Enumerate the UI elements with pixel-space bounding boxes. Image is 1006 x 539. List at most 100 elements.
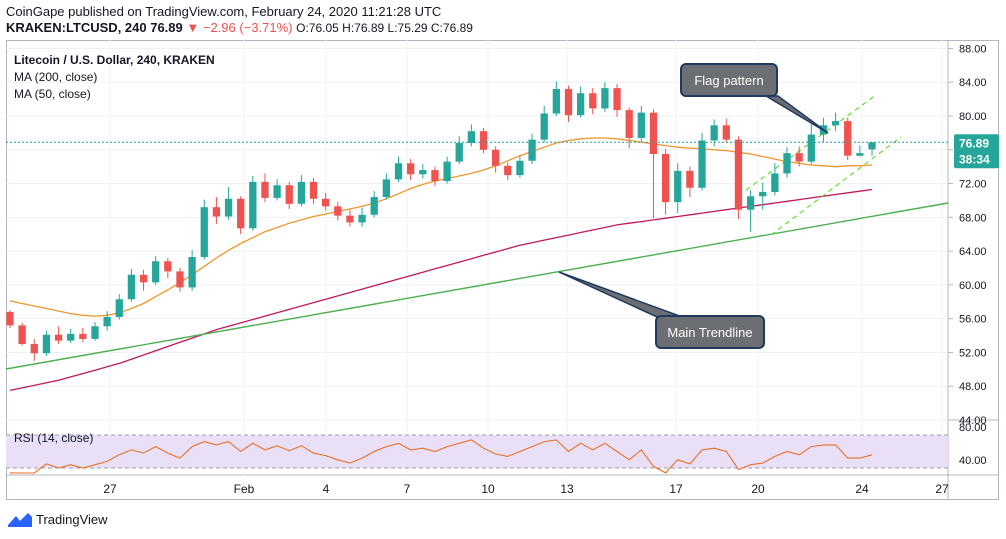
main-trendline bbox=[5, 202, 949, 370]
time-tick-label: 10 bbox=[481, 482, 495, 496]
candle-body bbox=[491, 149, 500, 166]
price-chart-svg[interactable]: 88.0084.0080.0076.0072.0068.0064.0060.00… bbox=[5, 40, 999, 500]
candle-body bbox=[759, 192, 767, 197]
legend-ma50: MA (50, close) bbox=[14, 87, 91, 101]
candle-body bbox=[407, 163, 415, 175]
candle-body bbox=[334, 206, 342, 216]
price-change: ▼ −2.96 (−3.71%) bbox=[186, 20, 293, 35]
candle-body bbox=[625, 110, 633, 138]
candle-body bbox=[564, 88, 573, 116]
candle-body bbox=[637, 112, 645, 138]
candle-body bbox=[115, 299, 123, 317]
candle-body bbox=[164, 261, 172, 272]
candle-body bbox=[443, 161, 451, 182]
candle-body bbox=[54, 334, 63, 341]
rsi-label: RSI (14, close) bbox=[14, 431, 93, 445]
candle-body bbox=[783, 153, 791, 174]
rsi-tick-40: 40.00 bbox=[959, 455, 987, 467]
price-badge-value: 76.89 bbox=[959, 136, 989, 150]
candle-body bbox=[309, 181, 318, 199]
candle-body bbox=[382, 179, 391, 198]
price-tick-label: 56.00 bbox=[959, 314, 987, 326]
time-axis: 27 Feb 4 7 10 13 17 20 24 27 bbox=[103, 482, 949, 496]
time-tick-label: 17 bbox=[669, 482, 683, 496]
candle-body bbox=[856, 153, 864, 156]
candle-body bbox=[431, 170, 439, 182]
candle-body bbox=[613, 88, 621, 111]
candle-body bbox=[237, 198, 245, 229]
moving-averages bbox=[9, 137, 873, 392]
candlestick-series bbox=[6, 81, 876, 361]
candle-body bbox=[831, 121, 840, 126]
candle-body bbox=[297, 181, 306, 204]
time-tick-label: 27 bbox=[103, 482, 117, 496]
tradingview-logo-icon bbox=[8, 512, 32, 527]
publisher-line: CoinGape published on TradingView.com, F… bbox=[6, 4, 442, 19]
candle-body bbox=[455, 143, 463, 162]
rsi-band bbox=[6, 435, 948, 468]
grid-lines bbox=[6, 40, 948, 475]
price-tick-label: 44.00 bbox=[959, 415, 987, 427]
candle-body bbox=[42, 334, 51, 354]
candle-body bbox=[249, 181, 257, 229]
tradingview-brand: TradingView bbox=[36, 512, 108, 527]
candle-body bbox=[285, 185, 293, 204]
candle-body bbox=[152, 261, 160, 283]
candle-body bbox=[710, 125, 718, 141]
price-tick-label: 88.00 bbox=[959, 43, 987, 55]
candle-body bbox=[200, 207, 208, 258]
rsi-series bbox=[9, 439, 873, 474]
chart-header: CoinGape published on TradingView.com, F… bbox=[6, 4, 473, 36]
flag-lower-line bbox=[770, 136, 902, 236]
chart-frame[interactable]: 88.0084.0080.0076.0072.0068.0064.0060.00… bbox=[5, 40, 999, 500]
legend-ma200: MA (200, close) bbox=[14, 70, 97, 84]
candle-body bbox=[734, 139, 743, 210]
candle-body bbox=[6, 311, 14, 326]
candle-body bbox=[273, 185, 281, 198]
candle-body bbox=[139, 274, 148, 283]
candle-body bbox=[649, 112, 658, 154]
tradingview-footer[interactable]: TradingView bbox=[8, 512, 108, 527]
candle-body bbox=[540, 113, 548, 140]
time-tick-label: 4 bbox=[323, 482, 330, 496]
candle-body bbox=[188, 257, 196, 288]
candle-body bbox=[127, 274, 136, 300]
price-tick-label: 72.00 bbox=[959, 179, 987, 191]
chart-border bbox=[6, 40, 999, 500]
main-trendline-annotation: Main Trendline bbox=[558, 271, 765, 349]
candle-body bbox=[661, 154, 670, 203]
trend-annotation-pointer bbox=[558, 271, 697, 323]
ma200-line bbox=[9, 188, 873, 392]
candle-body bbox=[576, 93, 585, 116]
candle-body bbox=[674, 170, 682, 203]
legend-title: Litecoin / U.S. Dollar, 240, KRAKEN bbox=[14, 53, 215, 67]
candle-body bbox=[103, 316, 111, 327]
candle-body bbox=[18, 325, 26, 344]
symbol-price: KRAKEN:LTCUSD, 240 76.89 bbox=[6, 20, 183, 35]
candle-body bbox=[346, 215, 354, 223]
flag-annotation-text: Flag pattern bbox=[694, 73, 763, 88]
candle-body bbox=[419, 170, 427, 175]
candle-body bbox=[686, 170, 694, 188]
time-tick-label: 24 bbox=[855, 482, 869, 496]
candle-body bbox=[504, 165, 512, 176]
time-tick-label: 7 bbox=[404, 482, 411, 496]
price-badge bbox=[954, 134, 999, 169]
candle-body bbox=[868, 142, 876, 150]
candle-body bbox=[722, 125, 730, 140]
flag-annotation-pointer bbox=[728, 95, 829, 134]
rsi-line bbox=[9, 439, 873, 474]
candle-body bbox=[795, 153, 803, 162]
candle-body bbox=[807, 134, 815, 162]
symbol-quote-line: KRAKEN:LTCUSD, 240 76.89 ▼ −2.96 (−3.71%… bbox=[6, 20, 473, 36]
candle-body bbox=[528, 139, 536, 161]
flag-annotation-box bbox=[680, 63, 778, 97]
candle-body bbox=[30, 344, 38, 354]
candle-body bbox=[322, 198, 330, 207]
time-tick-label: 13 bbox=[560, 482, 574, 496]
candle-body bbox=[212, 207, 221, 217]
candle-body bbox=[261, 181, 269, 198]
candle-body bbox=[91, 326, 99, 339]
price-axis: 88.0084.0080.0076.0072.0068.0064.0060.00… bbox=[948, 43, 987, 427]
price-tick-label: 48.00 bbox=[959, 381, 987, 393]
